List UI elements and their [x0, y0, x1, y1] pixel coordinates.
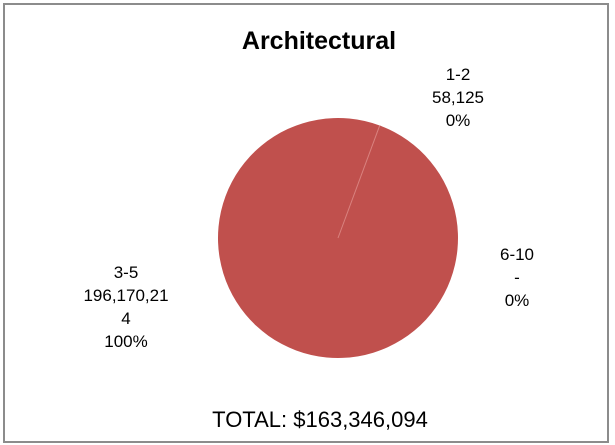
slice-label-1-2-category: 1-2 — [446, 65, 471, 84]
slice-label-6-10-value: - — [514, 268, 520, 287]
slice-label-3-5-value: 196,170,21 — [83, 286, 168, 305]
chart-total: TOTAL: $163,346,094 — [212, 407, 428, 432]
slice-label-1-2-percent: 0% — [446, 111, 471, 130]
slice-boundary-line — [337, 125, 381, 239]
slice-label-3-5-value-cont: 4 — [121, 309, 130, 328]
pie-slice-3-5 — [217, 117, 458, 358]
chart-title: Architectural — [242, 27, 396, 55]
pie-chart: Architectural 1-2 58,125 0% 6-10 - 0% 3-… — [83, 27, 534, 432]
slice-label-6-10-percent: 0% — [505, 291, 530, 310]
slice-label-6-10-category: 6-10 — [500, 245, 534, 264]
chart-frame: Architectural 1-2 58,125 0% 6-10 - 0% 3-… — [3, 3, 609, 443]
slice-label-3-5-category: 3-5 — [114, 263, 139, 282]
pie-group — [217, 117, 458, 358]
slice-label-3-5-percent: 100% — [104, 332, 147, 351]
slice-label-1-2-value: 58,125 — [432, 88, 484, 107]
